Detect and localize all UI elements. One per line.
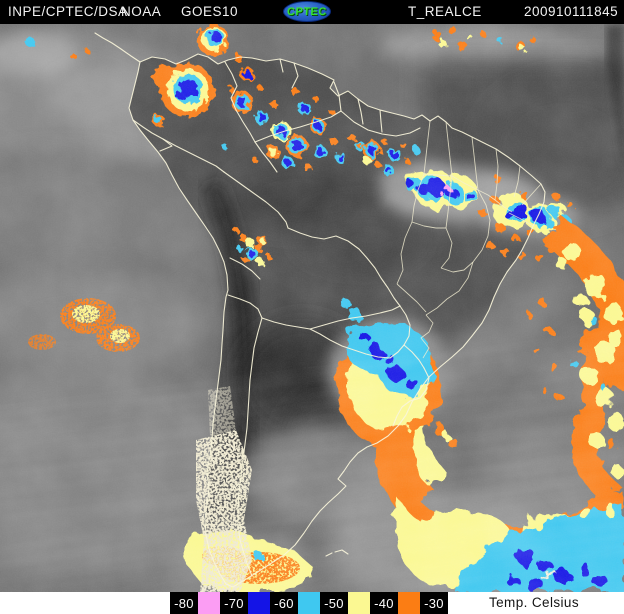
legend-bar: -80 -70 -60 -50 -40 -30	[170, 592, 448, 614]
legend-value: -80	[170, 592, 198, 614]
legend-value: -60	[270, 592, 298, 614]
film-grain	[0, 24, 624, 592]
legend-swatch-cyan	[298, 592, 320, 614]
legend-value: -50	[320, 592, 348, 614]
org-label: INPE/CPTEC/DSA	[8, 4, 128, 19]
satellite-map	[0, 24, 624, 592]
legend-value: -40	[370, 592, 398, 614]
cptec-logo-text: CPTEC	[286, 5, 328, 18]
satellite-label: GOES10	[181, 4, 239, 19]
legend-swatch-orange	[398, 592, 420, 614]
legend-swatch-yellow	[348, 592, 370, 614]
legend-strip: -80 -70 -60 -50 -40 -30 Temp. Celsius	[0, 592, 624, 614]
legend-title: Temp. Celsius	[489, 595, 579, 610]
header-bar: INPE/CPTEC/DSA NOAA GOES10 CPTEC T_REALC…	[0, 0, 624, 24]
legend-value: -70	[220, 592, 248, 614]
timestamp-label: 200910111845	[524, 4, 619, 19]
cptec-logo: CPTEC	[283, 1, 331, 22]
legend-swatch-blue	[248, 592, 270, 614]
agency-label: NOAA	[121, 4, 162, 19]
product-label: T_REALCE	[408, 4, 482, 19]
legend-swatch-pink	[198, 592, 220, 614]
legend-value: -30	[420, 592, 448, 614]
